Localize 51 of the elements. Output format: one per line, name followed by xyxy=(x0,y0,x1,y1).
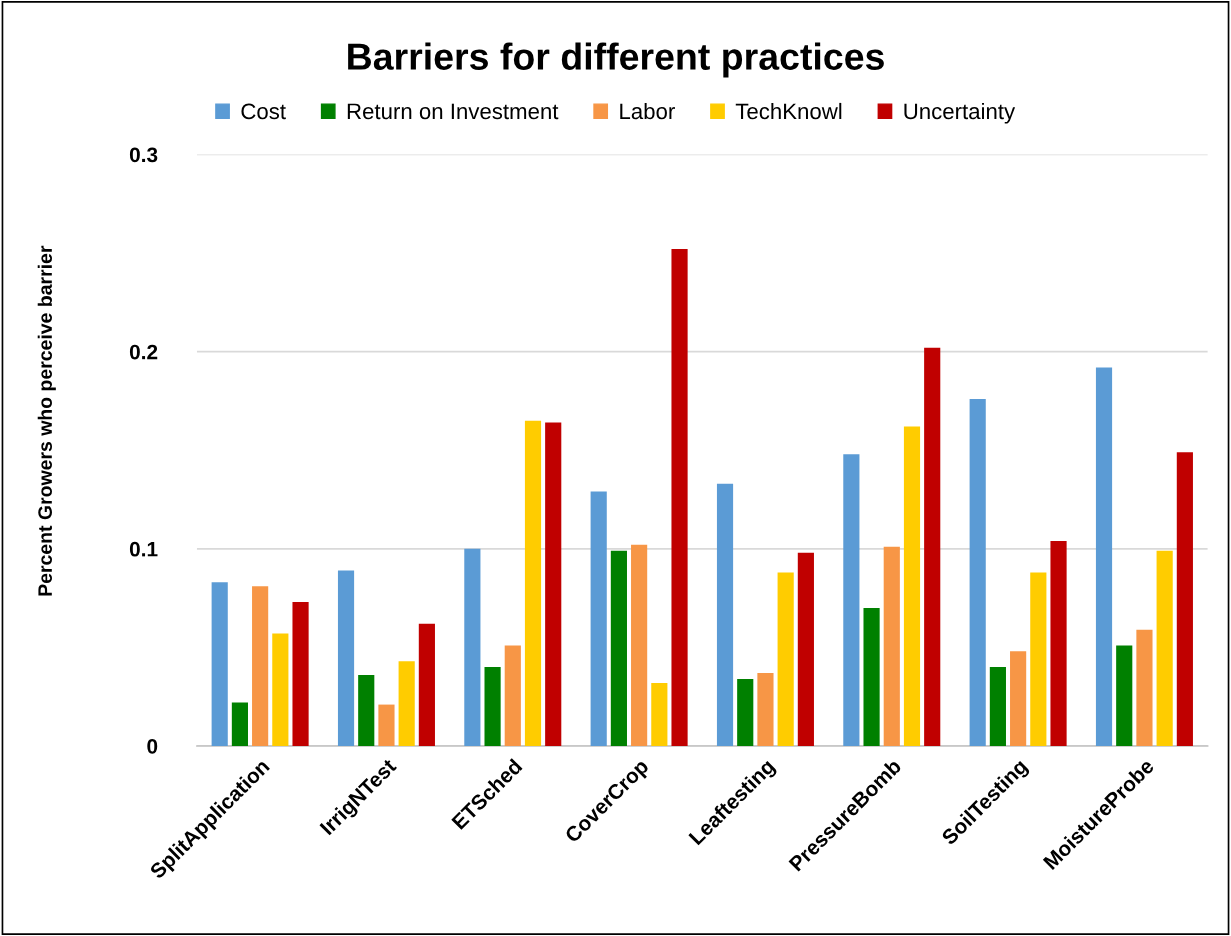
y-axis-title: Percent Growers who perceive barrier xyxy=(37,245,56,596)
bar xyxy=(358,675,375,746)
bar xyxy=(484,667,501,746)
legend-label: Labor xyxy=(620,102,675,120)
bar xyxy=(292,602,309,746)
bar xyxy=(843,454,860,746)
bar xyxy=(524,420,542,746)
legend-label: Cost xyxy=(241,103,286,120)
bar xyxy=(337,570,355,746)
bar xyxy=(418,623,435,746)
y-tick-label: 0 xyxy=(147,738,158,754)
bar xyxy=(504,645,521,746)
bar xyxy=(545,422,562,746)
bar xyxy=(378,704,395,746)
bar xyxy=(1136,629,1153,746)
bar xyxy=(883,546,900,746)
bar xyxy=(1176,452,1193,746)
bar xyxy=(590,491,607,746)
bar xyxy=(211,582,228,746)
y-tick-label: 0.1 xyxy=(129,541,158,557)
bar xyxy=(797,552,814,746)
bar xyxy=(863,607,880,746)
bar xyxy=(737,678,754,746)
bar xyxy=(777,572,794,746)
bar xyxy=(272,633,289,746)
bar xyxy=(1030,572,1047,746)
bar xyxy=(1050,540,1067,746)
bar xyxy=(231,702,248,746)
bar xyxy=(903,426,921,746)
legend-label: Uncertainty xyxy=(904,102,1016,124)
chart-title: Barriers for different practices xyxy=(348,42,884,78)
bar xyxy=(671,249,688,746)
bar xyxy=(1095,367,1113,746)
bar xyxy=(1116,645,1133,746)
bar xyxy=(716,483,734,746)
bar xyxy=(989,667,1006,746)
bar xyxy=(252,586,269,746)
bar xyxy=(1156,550,1173,746)
bar xyxy=(610,550,627,746)
bar xyxy=(398,661,415,746)
bar xyxy=(924,347,941,746)
bar xyxy=(969,398,986,746)
y-tick-label: 0.2 xyxy=(129,344,158,360)
legend-label: Return on Investment xyxy=(347,103,559,120)
bar xyxy=(631,544,648,746)
bar xyxy=(1010,651,1027,746)
bar xyxy=(464,548,481,746)
y-tick-label: 0.3 xyxy=(129,147,158,163)
legend-label: TechKnowl xyxy=(735,102,842,120)
bar xyxy=(757,673,774,746)
bar xyxy=(651,682,668,746)
